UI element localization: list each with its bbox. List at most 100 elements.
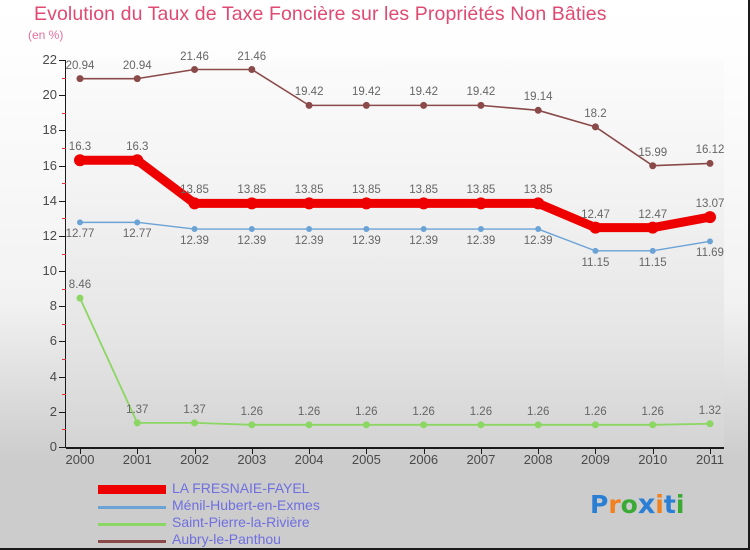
y-tick-minor: [62, 183, 66, 185]
data-point: [248, 65, 256, 73]
data-point: [477, 421, 485, 429]
data-point: [591, 123, 599, 131]
data-point-label: 1.26: [641, 405, 664, 418]
y-tick-label: 12: [42, 227, 57, 243]
data-point: [591, 421, 599, 429]
data-point: [245, 197, 258, 210]
legend-label: Aubry-le-Panthou: [172, 531, 281, 547]
y-tick-label: 2: [49, 403, 57, 419]
data-point: [360, 197, 373, 210]
data-point-label: 19.14: [523, 91, 553, 104]
legend-swatch: [98, 485, 166, 494]
x-tick: [251, 447, 253, 454]
page-title: Evolution du Taux de Taxe Foncière sur l…: [34, 3, 607, 25]
x-tick-label: 2005: [351, 452, 381, 467]
data-point: [191, 65, 199, 73]
y-tick-label: 20: [42, 87, 57, 103]
x-tick: [538, 447, 540, 454]
data-point-label: 8.46: [68, 279, 92, 292]
data-point-label: 16.3: [126, 141, 149, 154]
data-point-label: 1.26: [297, 405, 321, 418]
data-point-label: 1.26: [355, 405, 378, 418]
data-point: [589, 221, 602, 234]
data-point-label: 16.12: [695, 144, 725, 157]
data-point-label: 18.2: [584, 107, 607, 120]
y-tick-minor: [62, 253, 66, 255]
x-tick: [480, 447, 482, 454]
data-point-label: 20.94: [122, 59, 152, 72]
legend-swatch: [98, 506, 166, 509]
data-point-label: 19.42: [466, 86, 496, 99]
data-point: [134, 219, 141, 226]
data-point: [188, 197, 201, 210]
data-point: [363, 226, 370, 233]
y-tick-minor: [62, 147, 66, 149]
x-tick: [423, 447, 425, 454]
data-point-label: 13.85: [523, 184, 553, 197]
data-point: [534, 106, 542, 114]
data-point-label: 19.42: [351, 86, 381, 99]
data-point-label: 12.77: [65, 228, 95, 241]
data-point: [191, 419, 199, 427]
legend-swatch: [98, 523, 166, 526]
data-point: [417, 197, 430, 210]
data-point-label: 1.37: [183, 403, 206, 416]
logo-letter: o: [620, 490, 638, 519]
plot-area: 20.94 20.94 21.46 21.46 19.42 19.42 19.42 19.42…: [59, 51, 725, 454]
y-tick-label: 22: [42, 52, 57, 67]
y-tick-minor: [62, 218, 66, 220]
x-tick-label: 2006: [409, 452, 439, 467]
data-point-label: 19.42: [409, 86, 439, 99]
y-tick-minor: [62, 323, 66, 325]
data-point-label: 1.26: [584, 405, 607, 418]
data-point-label: 1.26: [240, 405, 264, 418]
data-point: [420, 421, 428, 429]
data-point: [74, 154, 86, 167]
y-tick-label: 6: [49, 333, 57, 349]
y-tick-label: 14: [42, 192, 57, 208]
data-point: [305, 101, 313, 109]
series-canvas: [74, 65, 716, 429]
data-point: [133, 75, 141, 83]
legend-label: Ménil-Hubert-en-Exmes: [172, 497, 320, 513]
y-tick-major: [59, 200, 66, 202]
data-point-label: 13.85: [409, 184, 439, 197]
data-point-label: 13.85: [466, 184, 496, 197]
x-tick-label: 2010: [638, 452, 668, 467]
data-point: [305, 421, 313, 429]
y-tick-major: [59, 130, 66, 132]
x-tick-label: 2000: [65, 452, 95, 467]
logo-letter: x: [637, 489, 656, 520]
data-point: [248, 226, 255, 233]
y-tick-minor: [62, 288, 66, 290]
data-point-label: 12.39: [180, 235, 209, 248]
proxiti-logo[interactable]: Proxiti: [590, 489, 684, 520]
logo-letter: i: [655, 490, 664, 519]
data-point: [707, 238, 713, 245]
y-tick-major: [59, 306, 66, 308]
legend-swatch: [98, 540, 166, 543]
y-tick-major: [59, 60, 66, 61]
x-tick-label: 2001: [122, 452, 152, 467]
data-point-label: 11.15: [638, 256, 667, 269]
x-tick-label: 2008: [523, 452, 553, 467]
x-tick: [309, 447, 311, 454]
data-point: [532, 197, 545, 210]
y-tick-major: [59, 165, 66, 167]
data-point-label: 12.39: [466, 235, 496, 248]
series-line: [75, 155, 715, 233]
data-point-label: 12.39: [237, 235, 267, 248]
data-point: [131, 154, 144, 167]
data-point: [191, 226, 198, 233]
legend-label: LA FRESNAIE-FAYEL: [172, 480, 310, 496]
data-point: [535, 226, 542, 233]
data-point: [477, 226, 484, 233]
x-tick: [366, 447, 368, 454]
data-point: [649, 247, 656, 254]
axis-unit-label: (en %): [28, 28, 64, 42]
data-point-label: 1.32: [698, 404, 722, 417]
data-point-label: 11.15: [581, 256, 610, 269]
data-point: [649, 162, 657, 170]
data-point-label: 12.39: [351, 235, 381, 248]
